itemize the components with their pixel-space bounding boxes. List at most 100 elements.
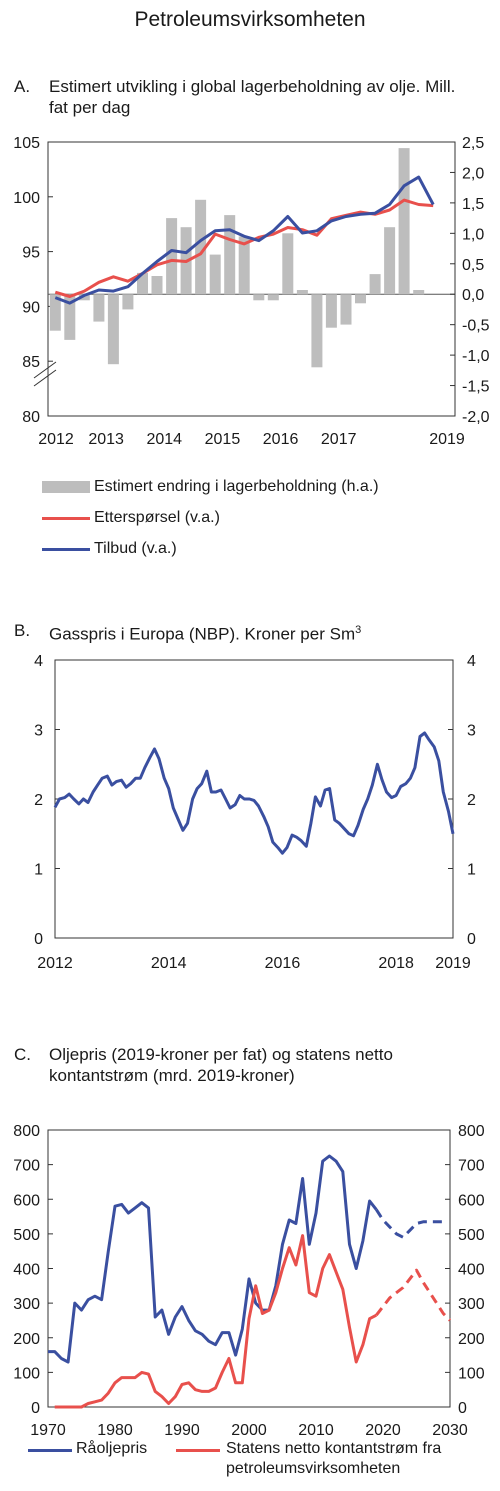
- legend-c-label-cash-2: petroleumsvirksomheten: [226, 1460, 401, 1477]
- left-tick-label-c: 200: [13, 1331, 40, 1348]
- x-tick-label-a: 2019: [429, 431, 465, 448]
- right-tick-label-c: 500: [458, 1227, 485, 1244]
- series-forecast-c: [375, 1268, 452, 1322]
- chart-b: 4 4 3 3 2 2 1 1 0 0 2012 2014 2016 2018 2019: [34, 653, 476, 972]
- left-tick-label-c: 400: [13, 1262, 40, 1279]
- legend-blue-swatch: [42, 548, 90, 551]
- legend-c-label-oil: Råoljepris: [76, 1440, 148, 1457]
- right-tick-label-a: 0,5: [462, 257, 484, 274]
- legend-c-blue-swatch: [28, 1449, 72, 1452]
- panel-a-label: A.: [14, 77, 31, 96]
- axis-break-mark: [33, 369, 57, 387]
- bar-a: [224, 215, 236, 295]
- panel-a-title: A. Estimert utvikling i global lagerbeho…: [14, 76, 455, 117]
- x-tick-label-c: 2000: [231, 1422, 267, 1439]
- legend-a-label-bars: Estimert endring i lagerbeholdning (h.a.…: [94, 478, 379, 495]
- x-tick-label-c: 1990: [164, 1422, 200, 1439]
- panel-c-title: C. Oljepris (2019-kroner per fat) og sta…: [14, 1044, 393, 1085]
- right-tick-label-b: 3: [467, 723, 476, 740]
- bar-a: [311, 294, 323, 368]
- right-tick-label-b: 1: [467, 862, 476, 879]
- bar-a: [137, 272, 148, 295]
- series-forecast-c: [375, 1208, 444, 1239]
- left-tick-label-a: 85: [22, 354, 40, 371]
- series-line-c: [48, 1154, 378, 1364]
- chart-a: 105 100 95 90 85 80 2,5 2,0 1,5 1,0 0,5 0,0 -0,5 -1,0…: [13, 135, 490, 448]
- bar-a: [166, 218, 178, 295]
- left-tick-label-b: 3: [34, 723, 43, 740]
- x-tick-label-a: 2017: [321, 431, 357, 448]
- right-tick-label-c: 200: [458, 1331, 485, 1348]
- left-tick-label-c: 800: [13, 1123, 40, 1140]
- x-tick-label-a: 2016: [263, 431, 299, 448]
- bar-a: [296, 290, 308, 295]
- plot-a-frame: [47, 141, 456, 417]
- right-tick-label-a: -2,0: [462, 409, 490, 426]
- x-tick-label-c: 1980: [97, 1422, 133, 1439]
- right-tick-label-c: 600: [458, 1192, 485, 1209]
- bar-a: [325, 294, 337, 328]
- panel-a-title-text: Estimert utvikling i global lagerbeholdn…: [49, 77, 456, 117]
- x-tick-label-b: 2016: [265, 955, 301, 972]
- bar-a: [413, 290, 425, 295]
- right-tick-label-c: 100: [458, 1365, 485, 1382]
- bar-a: [78, 294, 90, 301]
- x-tick-label-b: 2014: [151, 955, 187, 972]
- legend-red-swatch: [42, 517, 90, 520]
- x-tick-label-c: 2010: [298, 1422, 334, 1439]
- right-tick-label-c: 700: [458, 1158, 485, 1175]
- bar-a: [267, 294, 279, 301]
- left-tick-label-b: 2: [34, 792, 43, 809]
- bar-a: [238, 236, 250, 295]
- axis-break-mark: [33, 361, 57, 379]
- bar-a: [49, 294, 61, 331]
- x-tick-label-c: 2030: [432, 1422, 468, 1439]
- x-tick-label-a: 2014: [146, 431, 182, 448]
- left-tick-label-c: 500: [13, 1227, 40, 1244]
- bar-a: [64, 294, 76, 340]
- panel-c-title-text: Oljepris (2019-kroner per fat) og staten…: [49, 1045, 393, 1085]
- series-line-b: [53, 731, 455, 855]
- series-line-c: [54, 1234, 377, 1409]
- right-tick-label-a: -1,5: [462, 379, 490, 396]
- left-tick-label-b: 0: [34, 931, 43, 948]
- panel-b-title: B. Gasspris i Europa (NBP). Kroner per S…: [14, 620, 361, 644]
- bar-a: [122, 294, 134, 310]
- legend-a-label-demand: Etterspørsel (v.a.): [94, 509, 220, 526]
- x-tick-label-b: 2018: [378, 955, 414, 972]
- legend-a-label-supply: Tilbud (v.a.): [94, 540, 177, 557]
- chart-c: 800 800 700 700 600 600 500 500 400 400 300 300 200 2…: [13, 1123, 485, 1439]
- left-tick-label-b: 4: [34, 653, 43, 670]
- bar-a: [282, 233, 294, 295]
- right-tick-label-a: 1,0: [462, 226, 484, 243]
- panel-b-label: B.: [14, 621, 31, 640]
- legend-c: Råoljepris Statens netto kontantstrøm fr…: [28, 1440, 498, 1486]
- bar-a: [355, 294, 366, 304]
- right-tick-label-a: -1,0: [462, 348, 490, 365]
- x-tick-label-b: 2012: [37, 955, 73, 972]
- right-tick-label-b: 4: [467, 653, 476, 670]
- left-tick-label-c: 700: [13, 1158, 40, 1175]
- bar-a: [340, 294, 352, 325]
- plot-c-frame: [47, 1129, 451, 1408]
- x-tick-label-a: 2015: [205, 431, 241, 448]
- right-tick-label-c: 300: [458, 1296, 485, 1313]
- legend-a: Estimert endring i lagerbeholdning (h.a.…: [42, 478, 482, 563]
- legend-c-label-cash: Statens netto kontantstrøm fra: [226, 1440, 442, 1457]
- panel-c-label: C.: [14, 1045, 31, 1064]
- x-tick-label-a: 2012: [38, 431, 74, 448]
- bar-a: [107, 294, 119, 365]
- bar-a: [384, 227, 396, 295]
- left-tick-label-a: 90: [22, 299, 40, 316]
- panel-b-title-main: Gasspris i Europa (NBP). Kroner per Sm: [49, 624, 356, 644]
- right-tick-label-c: 400: [458, 1262, 485, 1279]
- bar-a: [253, 294, 265, 301]
- bar-a: [93, 294, 105, 322]
- bar-a: [209, 254, 221, 295]
- left-tick-label-b: 1: [34, 862, 43, 879]
- bar-a: [151, 276, 163, 295]
- left-tick-label-a: 100: [13, 190, 40, 207]
- left-tick-label-a: 105: [13, 135, 40, 152]
- bar-a: [195, 199, 207, 295]
- panel-b-title-text: Gasspris i Europa (NBP). Kroner per Sm3: [49, 620, 469, 645]
